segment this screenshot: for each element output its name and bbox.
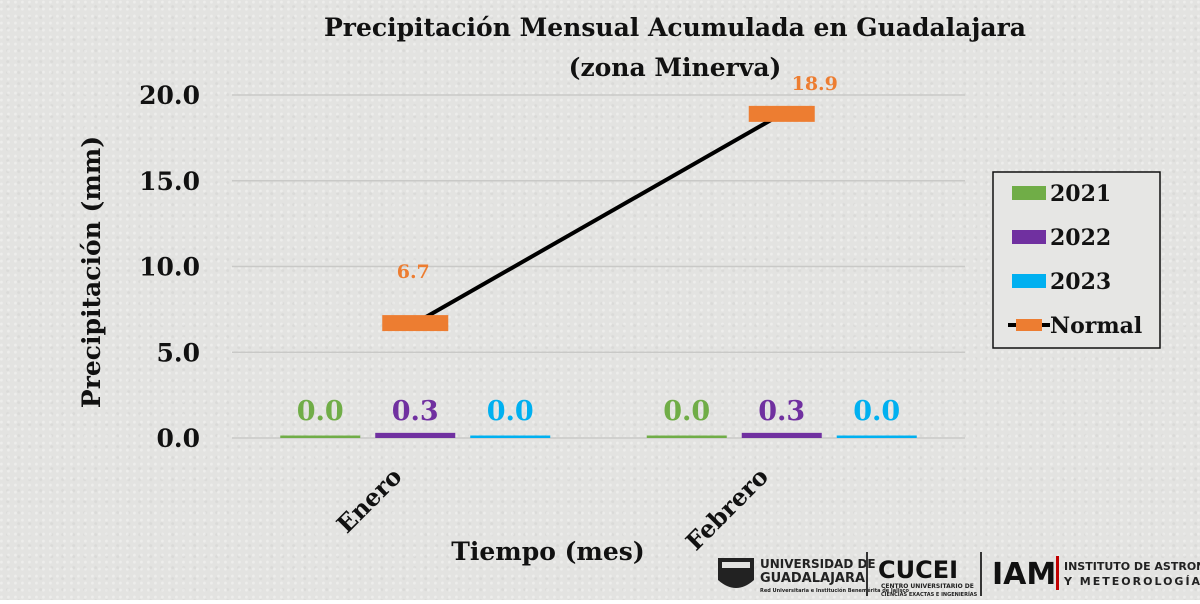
cucei-sub-line1: CENTRO UNIVERSITARIO DE: [881, 583, 974, 590]
legend-swatch-2022: [1012, 230, 1046, 244]
bar-2021: [280, 435, 361, 438]
logo-divider: [980, 552, 982, 596]
legend-label-2022: 2022: [1050, 225, 1111, 251]
logo-divider: [866, 552, 868, 596]
data-label-2022: 0.3: [392, 396, 439, 427]
data-label-Normal: 18.9: [792, 73, 838, 95]
normal-line: [414, 112, 783, 325]
data-label-2023: 0.0: [487, 396, 534, 427]
iam-logo: IAM INSTITUTO DE ASTRONOMÍA Y METEOROLOG…: [992, 556, 1200, 592]
y-tick-label: 15.0: [139, 167, 200, 196]
normal-marker: [748, 105, 815, 122]
logo-strip: UNIVERSIDAD DE GUADALAJARA Red Universit…: [718, 552, 1200, 598]
legend-swatch-2023: [1012, 274, 1046, 288]
legend-label-Normal: Normal: [1050, 313, 1142, 339]
legend-marker-Normal: [1016, 319, 1042, 331]
legend-label-2023: 2023: [1050, 269, 1111, 295]
data-labels: 0.0 0.3 0.0 0.0 0.3 0.0 6.7 18.9: [297, 73, 900, 427]
bar-2022: [741, 432, 822, 438]
iam-wordmark: IAM: [992, 557, 1056, 592]
data-label-2021: 0.0: [297, 396, 344, 427]
bar-2023: [836, 435, 917, 438]
legend-swatch-2021: [1012, 186, 1046, 200]
iam-sub-line1: INSTITUTO DE ASTRONOMÍA: [1064, 560, 1200, 573]
udg-seal-band: [722, 562, 750, 568]
cucei-logo: CUCEI CENTRO UNIVERSITARIO DE CIENCIAS E…: [878, 556, 978, 598]
x-axis-label: Tiempo (mes): [451, 537, 644, 566]
y-tick-label: 20.0: [139, 81, 200, 110]
x-category-label: Enero: [331, 462, 408, 539]
cucei-sub-line2: CIENCIAS EXACTAS E INGENIERÍAS: [881, 590, 978, 598]
cucei-wordmark: CUCEI: [878, 556, 958, 584]
y-tick-label: 5.0: [157, 338, 201, 367]
legend-label-2021: 2021: [1050, 181, 1111, 207]
udg-tagline: Red Universitaria e Institución Beneméri…: [760, 587, 910, 594]
udg-name-line2: GUADALAJARA: [760, 571, 865, 586]
data-label-2022: 0.3: [758, 396, 805, 427]
y-tick-labels: 0.0 5.0 10.0 15.0 20.0: [139, 81, 200, 453]
chart-title-line1: Precipitación Mensual Acumulada en Guada…: [324, 13, 1026, 42]
bar-series: [280, 432, 917, 438]
iam-sub-line2: Y METEOROLOGÍA: [1063, 575, 1200, 588]
chart-title-line2: (zona Minerva): [569, 53, 782, 82]
normal-marker: [382, 315, 449, 332]
legend-box: [992, 171, 1161, 349]
x-category-label: Febrero: [680, 462, 774, 556]
udg-name-line1: UNIVERSIDAD DE: [760, 557, 876, 571]
iam-accent-bar: [1056, 556, 1059, 590]
y-tick-label: 0.0: [157, 424, 201, 453]
y-tick-label: 10.0: [139, 253, 200, 282]
udg-logo: UNIVERSIDAD DE GUADALAJARA Red Universit…: [718, 557, 910, 594]
bar-2022: [375, 432, 456, 438]
legend: 2021 2022 2023 Normal: [1008, 181, 1142, 339]
bar-2021: [646, 435, 727, 438]
data-label-2021: 0.0: [663, 396, 710, 427]
data-label-2023: 0.0: [853, 396, 900, 427]
bar-2023: [470, 435, 551, 438]
y-axis-label: Precipitación (mm): [77, 136, 106, 408]
data-label-Normal: 6.7: [397, 261, 430, 283]
gridlines: [232, 94, 965, 439]
normal-series: [382, 105, 815, 332]
